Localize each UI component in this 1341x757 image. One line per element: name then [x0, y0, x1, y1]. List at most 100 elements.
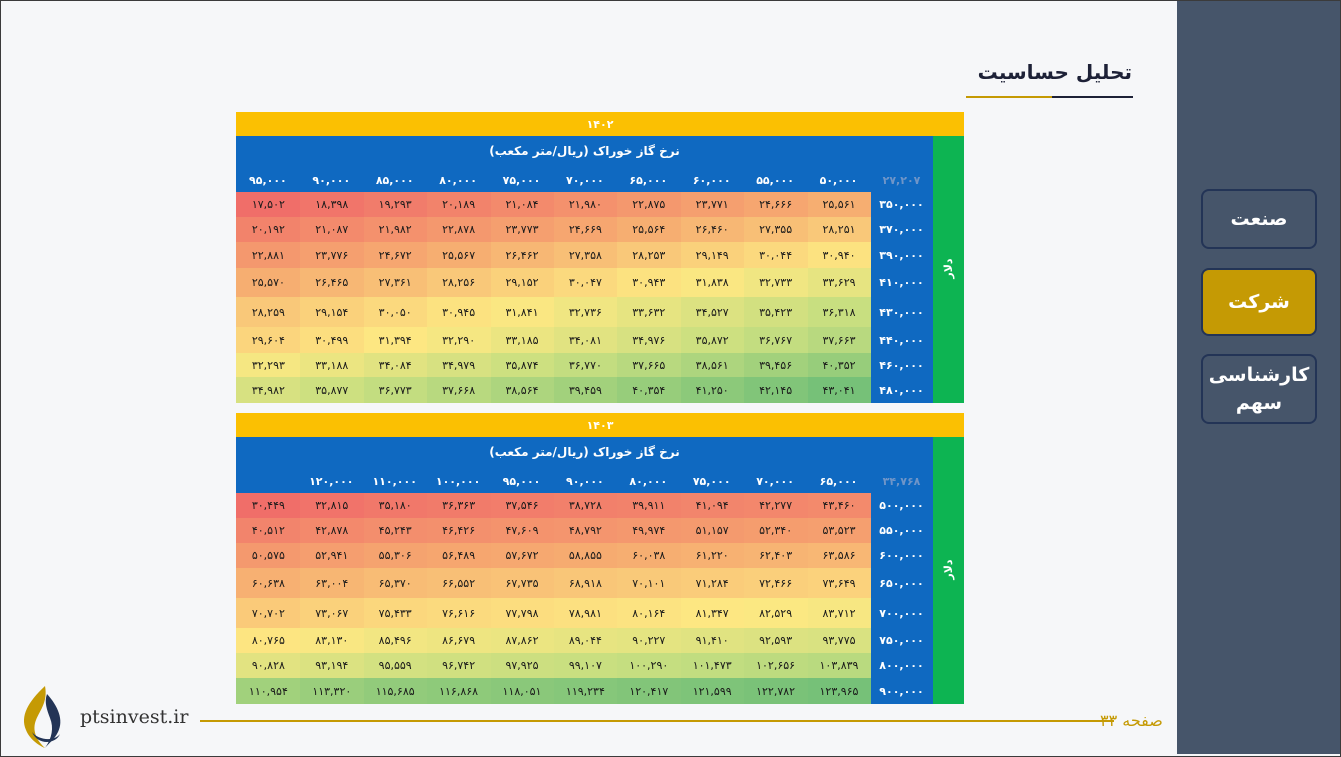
table-cell: ۳۸,۵۶۱ — [680, 353, 745, 377]
table-cell: ۱۱۰,۹۵۴ — [236, 678, 301, 704]
table-cell: ۹۱,۴۱۰ — [680, 628, 745, 653]
table-cell: ۲۵,۵۶۴ — [616, 217, 681, 242]
table-cell: ۳۱,۸۴۱ — [490, 297, 554, 327]
table-cell: ۱۲۰,۴۱۷ — [616, 678, 681, 704]
table-cell: ۲۱,۰۸۷ — [299, 217, 364, 242]
table-cell: ۲۶,۴۶۲ — [490, 242, 554, 268]
table-cell: ۲۴,۶۷۲ — [363, 242, 428, 268]
column-header: ۸۰,۰۰۰ — [439, 174, 477, 187]
column-header: ۷۵,۰۰۰ — [692, 475, 731, 488]
table-cell: ۲۹,۶۰۴ — [236, 327, 301, 353]
table-cell: ۳۰,۰۵۰ — [363, 297, 428, 327]
table-side-band: دلار — [933, 437, 964, 704]
table-cell: ۲۴,۶۶۹ — [553, 217, 618, 242]
column-header: ۸۰,۰۰۰ — [629, 475, 668, 488]
table-cell: ۸۹,۰۴۴ — [553, 628, 618, 653]
table-cell: ۳۴,۰۸۱ — [553, 327, 618, 353]
sensitivity-table-2: ۱۴۰۳ نرخ گاز خوراک (ریال/متر مکعب) دلار ۳۴,… — [236, 413, 964, 704]
sidebar: صنعت شرکت کارشناسی سهم — [1177, 1, 1340, 754]
footer-page-number: صفحه ۳۳ — [1100, 711, 1163, 730]
table-cell: ۶۵,۳۷۰ — [363, 568, 428, 598]
table-cell: ۳۶,۳۱۸ — [807, 297, 871, 327]
table-cell: ۱۰۳,۸۳۹ — [807, 653, 871, 678]
table-cell: ۸۷,۸۶۲ — [490, 628, 554, 653]
table-cell: ۲۱,۹۸۰ — [553, 192, 618, 217]
row-header: ۶۵۰,۰۰۰ — [879, 576, 924, 590]
table-side-band: دلار — [933, 136, 964, 403]
column-header: ۶۵,۰۰۰ — [629, 174, 668, 187]
row-header: ۴۶۰,۰۰۰ — [879, 358, 924, 372]
table-cell: ۲۶,۴۶۵ — [299, 268, 364, 297]
row-header: ۳۵۰,۰۰۰ — [879, 198, 924, 211]
table-cell: ۷۵,۴۳۳ — [363, 598, 428, 628]
table-cell: ۳۷,۵۴۶ — [490, 493, 554, 518]
table-cell: ۱۱۳,۳۲۰ — [299, 678, 364, 704]
table-cell: ۱۲۱,۵۹۹ — [680, 678, 745, 704]
table-cell: ۳۳,۶۲۹ — [807, 268, 871, 297]
table-cell: ۴۰,۳۵۴ — [616, 377, 681, 403]
table-cell: ۲۲,۸۸۱ — [236, 242, 301, 268]
table-cell: ۳۹,۴۵۹ — [553, 377, 618, 403]
nav-stock-valuation-button[interactable]: کارشناسی سهم — [1201, 354, 1317, 424]
table-cell: ۷۸,۹۸۱ — [553, 598, 618, 628]
table-cell: ۶۳,۰۰۴ — [299, 568, 364, 598]
table-cell: ۳۰,۹۴۵ — [426, 297, 491, 327]
table-cell: ۲۴,۶۶۶ — [743, 192, 808, 217]
nav-industry-button[interactable]: صنعت — [1201, 189, 1317, 249]
table-cell: ۸۳,۱۳۰ — [299, 628, 364, 653]
table-cell: ۱۷,۵۰۲ — [236, 192, 301, 217]
row-header: ۷۰۰,۰۰۰ — [879, 606, 924, 620]
column-header: ۹۵,۰۰۰ — [502, 475, 541, 488]
row-header: ۳۹۰,۰۰۰ — [879, 248, 924, 262]
table-cell: ۱۱۶,۸۶۸ — [426, 678, 491, 704]
table-cell: ۳۳,۱۸۵ — [490, 327, 554, 353]
column-header: ۷۰,۰۰۰ — [756, 475, 794, 488]
table-year-bar: ۱۴۰۳ — [236, 413, 964, 437]
table-cell: ۳۱,۸۳۸ — [680, 268, 745, 297]
table-header-title: نرخ گاز خوراک (ریال/متر مکعب) — [489, 445, 680, 459]
table-cell: ۲۵,۵۶۷ — [426, 242, 491, 268]
table-cell: ۹۳,۷۷۵ — [807, 628, 871, 653]
table-cell: ۷۱,۲۸۴ — [680, 568, 745, 598]
column-header: ۶۰,۰۰۰ — [692, 174, 731, 187]
side-axis-label: دلار — [942, 558, 955, 580]
row-header: ۴۴۰,۰۰۰ — [879, 333, 924, 347]
table-cell: ۳۴,۹۷۹ — [426, 353, 491, 377]
table-cell: ۱۲۳,۹۶۵ — [807, 678, 871, 704]
table-cell: ۱۱۵,۶۸۵ — [363, 678, 428, 704]
table-cell: ۶۳,۵۸۶ — [807, 543, 871, 568]
table-cell: ۲۳,۷۷۳ — [490, 217, 554, 242]
table-cell: ۶۰,۰۳۸ — [616, 543, 681, 568]
table-cell: ۲۳,۷۷۱ — [680, 192, 745, 217]
table-cell: ۹۰,۲۲۷ — [616, 628, 681, 653]
table-cell: ۵۵,۳۰۶ — [363, 543, 428, 568]
table-row-header-band — [870, 192, 933, 403]
table-cell: ۴۳,۴۶۰ — [807, 493, 871, 518]
table-cell: ۳۰,۰۴۴ — [743, 242, 808, 268]
table-cell: ۲۲,۸۷۵ — [616, 192, 681, 217]
table-cell: ۲۸,۲۵۹ — [236, 297, 301, 327]
table-cell: ۹۶,۷۴۲ — [426, 653, 491, 678]
footer-website: ptsinvest.ir — [80, 706, 189, 728]
table-cell: ۲۱,۰۸۴ — [490, 192, 554, 217]
table-cell: ۴۲,۸۷۸ — [299, 518, 364, 543]
table-cell: ۵۰,۵۷۵ — [236, 543, 301, 568]
row-header: ۶۰۰,۰۰۰ — [879, 549, 924, 562]
table-cell: ۳۲,۷۳۶ — [553, 297, 618, 327]
table-cell: ۲۶,۴۶۰ — [680, 217, 745, 242]
table-cell: ۶۷,۷۳۵ — [490, 568, 554, 598]
table-cell: ۹۹,۱۰۷ — [553, 653, 618, 678]
row-header: ۴۱۰,۰۰۰ — [879, 276, 924, 289]
table-cell: ۳۲,۲۹۰ — [426, 327, 491, 353]
table-cell: ۱۸,۳۹۸ — [299, 192, 364, 217]
nav-company-button[interactable]: شرکت — [1201, 268, 1317, 336]
table-cell: ۷۶,۶۱۶ — [426, 598, 491, 628]
table-cell: ۳۶,۳۶۳ — [426, 493, 491, 518]
column-header: ۶۵,۰۰۰ — [819, 475, 858, 488]
table-cell: ۳۰,۹۴۰ — [807, 242, 871, 268]
table-cell: ۳۹,۴۵۶ — [743, 353, 808, 377]
table-cell: ۳۳,۱۸۸ — [299, 353, 364, 377]
sensitivity-table-1: ۱۴۰۲ نرخ گاز خوراک (ریال/متر مکعب) دلار ۲۷,… — [236, 112, 964, 403]
column-header: ۵۰,۰۰۰ — [819, 174, 858, 187]
table-header-band — [236, 136, 933, 192]
